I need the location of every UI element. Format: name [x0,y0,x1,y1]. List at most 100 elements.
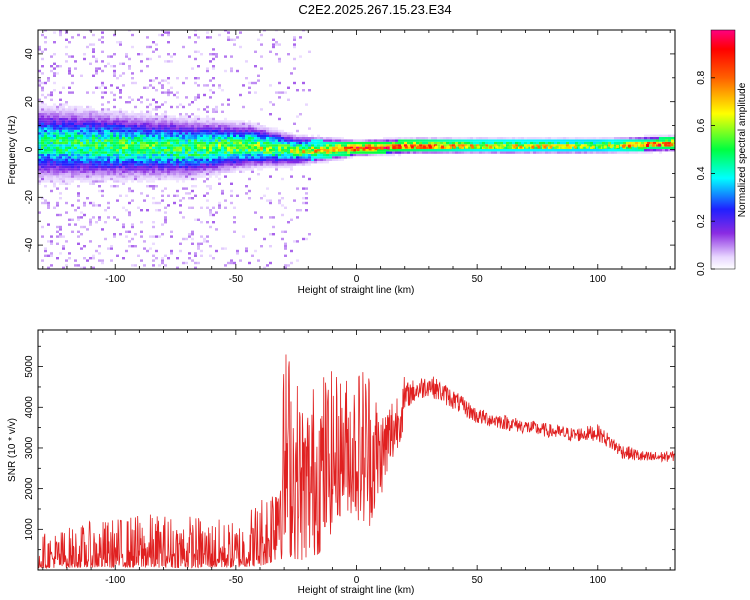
spectrogram-cell [161,120,164,123]
spectrogram-cell [347,139,350,142]
spectrogram-cell [641,149,644,152]
spectrogram-cell [236,149,239,152]
spectrogram-cell [86,115,89,118]
spectrogram-cell [65,141,68,145]
spectrogram-cell [92,117,95,121]
spectrogram-cell [185,173,188,176]
spectrogram-cell [434,139,437,142]
spectrogram-cell [269,144,272,147]
spectrogram-cell [281,139,284,142]
spectrogram-cell [131,149,134,152]
spectrogram-cell [125,132,128,135]
spectrogram-cell [101,173,104,176]
spectrogram-cell [203,240,206,243]
spectrogram-cell [80,149,83,152]
spectrogram-cell [104,113,107,116]
spectrogram-cell [131,173,134,176]
spectrogram-cell [206,132,209,135]
spectrogram-cell [389,139,392,142]
spectrogram-cell [314,141,317,145]
spectrogram-cell [206,163,209,166]
spectrogram-cell [77,122,80,125]
spectrogram-cell [284,247,287,250]
spectrogram-cell [305,158,308,161]
spectrogram-cell [173,139,176,142]
spectrogram-cell [68,125,71,128]
spectrogram-cell [293,57,296,61]
spectrogram-cell [140,120,143,123]
spectrogram-cell [275,30,278,32]
spectrogram-cell [44,201,47,205]
spectrogram-cell [341,149,344,152]
spectrogram-cell [80,216,83,219]
spectrogram-cell [515,137,518,140]
spectrogram-cell [74,170,77,173]
spectrogram-cell [155,108,158,111]
spectrogram-cell [203,122,206,125]
spectrogram-cell [467,146,470,149]
spectrogram-cell [185,113,188,116]
spectrogram-cell [71,113,74,116]
spectrogram-cell [95,134,98,137]
spectrogram-cell [530,141,533,145]
spectrogram-cell [44,185,47,188]
spectrogram-cell [125,158,128,161]
spectrogram-cell [194,98,197,101]
spectrogram-cell [182,129,185,133]
spectrogram-cell [176,153,179,157]
spectrogram-cell [650,137,653,140]
spectrogram-cell [80,211,83,214]
spectrogram-cell [224,206,227,209]
spectrogram-cell [233,146,236,149]
spectrogram-cell [125,129,128,133]
spectrogram-cell [242,163,245,166]
spectrogram-cell [437,139,440,142]
spectrogram-cell [491,144,494,147]
spectrogram-cell [239,153,242,157]
spectrogram-cell [302,153,305,157]
spectrogram-cell [47,139,50,142]
spectrogram-cell [77,105,80,109]
y-tick-label: 2000 [24,477,35,500]
spectrogram-ridge-cell [392,146,396,150]
spectrogram-cell [56,105,59,109]
spectrogram-cell [98,252,101,255]
spectrogram-cell [278,192,281,195]
spectrogram-cell [431,144,434,147]
spectrogram-cell [191,189,194,193]
spectrogram-cell [140,110,143,113]
spectrogram-cell [62,122,65,125]
spectrogram-cell [191,233,194,236]
spectrogram-cell [437,144,440,147]
spectrogram-cell [131,180,134,183]
spectrogram-cell [116,180,119,183]
spectrogram-cell [290,163,293,166]
spectrogram-cell [113,93,116,97]
spectrogram-cell [128,240,131,243]
spectrogram-cell [206,156,209,159]
spectrogram-cell [203,165,206,169]
spectrogram-cell [233,170,236,173]
spectrogram-cell [137,141,140,145]
spectrogram-cell [212,139,215,142]
spectrogram-cell [71,149,74,152]
spectrogram-cell [101,125,104,128]
spectrogram-cell [152,264,155,267]
spectrogram-cell [146,158,149,161]
spectrogram-cell [155,129,158,133]
spectrogram-cell [50,161,53,164]
spectrogram-cell [56,144,59,147]
spectrogram-cell [263,146,266,149]
spectrogram-cell [290,134,293,137]
spectrogram-cell [110,122,113,125]
spectrogram-cell [593,149,596,152]
spectrogram-cell [113,180,116,183]
spectrogram-cell [629,146,632,149]
spectrogram-cell [503,139,506,142]
spectrogram-cell [83,165,86,169]
spectrogram-cell [47,170,50,173]
spectrogram-cell [263,149,266,152]
spectrogram-cell [182,146,185,149]
spectrogram-cell [149,57,152,61]
spectrogram-cell [404,137,407,140]
